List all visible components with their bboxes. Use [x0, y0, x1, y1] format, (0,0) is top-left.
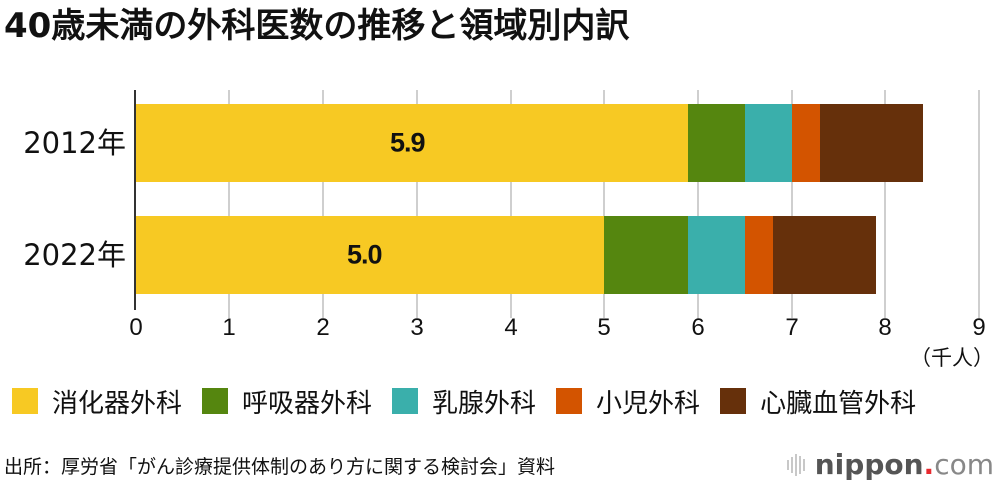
x-axis-unit: （千人）	[910, 346, 994, 370]
legend-label: 消化器外科	[52, 388, 183, 419]
legend-swatch	[12, 388, 38, 414]
x-tick: 9	[972, 314, 986, 341]
gridline-1	[228, 90, 230, 318]
logo-wordmark: nippon.com	[815, 448, 994, 481]
legend: 消化器外科 呼吸器外科 乳腺外科 小児外科 心臓血管外科	[12, 383, 916, 420]
logo-dot: .	[923, 448, 935, 481]
legend-label: 小児外科	[596, 388, 701, 419]
segment-gastro: 5.9	[135, 104, 689, 182]
x-tick: 4	[504, 314, 518, 341]
segment-cardiovascular	[819, 104, 923, 182]
legend-item-pediatric: 小児外科	[556, 383, 700, 420]
gridline-9	[978, 90, 980, 318]
legend-label: 呼吸器外科	[242, 388, 373, 419]
bar-value-label: 5.9	[390, 127, 426, 158]
x-tick: 8	[878, 314, 892, 341]
x-tick: 2	[316, 314, 330, 341]
plot-area: 5.9 5.0	[134, 90, 995, 318]
row-label-2022: 2022年	[23, 238, 126, 272]
legend-item-gastro: 消化器外科	[12, 383, 182, 420]
logo-brand: nippon	[814, 448, 924, 481]
y-axis-line	[134, 90, 136, 310]
x-tick: 7	[785, 314, 799, 341]
legend-item-cardiovascular: 心臓血管外科	[720, 383, 916, 420]
gridline-8	[884, 90, 886, 318]
legend-swatch	[202, 388, 229, 414]
segment-breast	[744, 104, 792, 182]
gridline-6	[697, 90, 699, 318]
legend-swatch	[556, 388, 583, 414]
legend-swatch	[392, 388, 419, 414]
x-tick: 5	[597, 314, 611, 341]
segment-pediatric	[791, 104, 820, 182]
gridline-4	[510, 90, 512, 318]
x-tick: 6	[691, 314, 705, 341]
segment-breast	[688, 216, 745, 294]
segment-gastro: 5.0	[135, 216, 604, 294]
source-note: 出所：厚労省「がん診療提供体制のあり方に関する検討会」資料	[4, 456, 556, 478]
gridline-2	[322, 90, 324, 318]
gridline-3	[416, 90, 418, 318]
gridline-5	[603, 90, 605, 318]
legend-item-breast: 乳腺外科	[392, 383, 536, 420]
x-tick: 0	[129, 314, 143, 341]
bar-2022: 5.0	[135, 216, 876, 294]
chart-title: 40歳未満の外科医数の推移と領域別内訳	[4, 6, 630, 46]
legend-item-respiratory: 呼吸器外科	[202, 383, 372, 420]
legend-label: 心臓血管外科	[760, 388, 917, 419]
bar-2012: 5.9	[135, 104, 923, 182]
row-label-2012: 2012年	[23, 126, 126, 160]
soundwave-icon	[786, 453, 807, 476]
bar-value-label: 5.0	[347, 239, 383, 270]
x-tick: 3	[410, 314, 424, 341]
segment-pediatric	[744, 216, 773, 294]
legend-label: 乳腺外科	[432, 388, 537, 419]
segment-respiratory	[688, 104, 745, 182]
gridline-7	[791, 90, 793, 318]
segment-cardiovascular	[772, 216, 876, 294]
nippon-logo: nippon.com	[786, 448, 994, 481]
x-tick: 1	[222, 314, 236, 341]
legend-swatch	[720, 388, 747, 414]
segment-respiratory	[604, 216, 689, 294]
logo-tld: com	[934, 448, 994, 481]
